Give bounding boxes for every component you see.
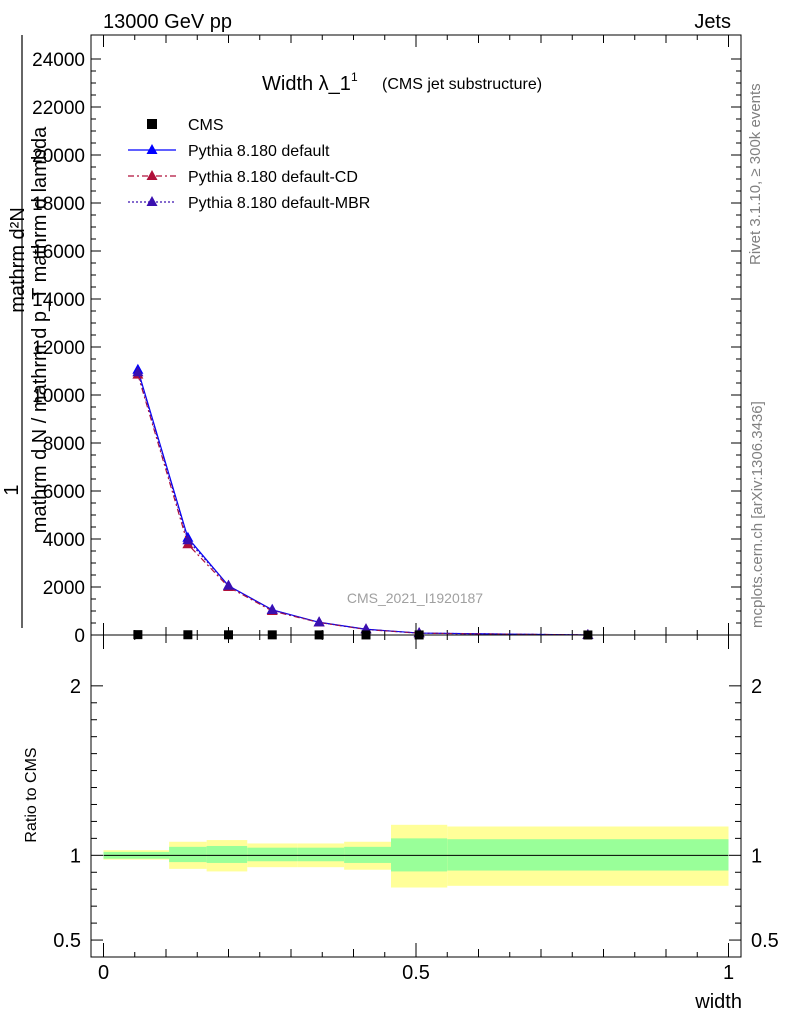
y-label-denominator: mathrm d N / mathrm d p_T mathrm d lambd… (29, 126, 51, 533)
ratio-inner-band (297, 847, 345, 862)
ratio-y-tick-label: 2 (70, 676, 81, 698)
ratio-y-tick-label-right: 1 (751, 845, 762, 867)
main-y-label: mathrm d²N 1 mathrm d N / mathrm d p_T m… (1, 35, 51, 628)
ratio-inner-band (206, 845, 248, 863)
y-tick-label: 18000 (32, 194, 85, 215)
x-tick-label: 0 (98, 962, 109, 984)
y-tick-label: 14000 (32, 290, 85, 311)
y-tick-label: 0 (74, 626, 85, 647)
plot-title: Width λ_11 (262, 70, 358, 95)
y-tick-label: 20000 (32, 146, 85, 167)
plot-title-sup: 1 (351, 70, 358, 84)
header-left: 13000 GeV pp (103, 11, 232, 33)
ratio-inner-band (169, 846, 207, 863)
y-tick-label: 16000 (32, 242, 85, 263)
x-tick-label: 0.5 (402, 962, 430, 984)
legend: CMS Pythia 8.180 default Pythia 8.180 defa… (128, 117, 370, 212)
series-marker (132, 366, 144, 377)
series-marker (266, 604, 278, 615)
y-tick-label: 6000 (43, 482, 85, 503)
analysis-watermark: CMS_2021_I1920187 (347, 590, 483, 606)
series-line (137, 372, 588, 636)
series-line (137, 374, 588, 636)
plot-subtitle: (CMS jet substructure) (382, 76, 542, 93)
y-tick-label: 4000 (43, 530, 85, 551)
ratio-inner-band (247, 847, 298, 862)
legend-marker (146, 170, 158, 180)
x-tick-label: 1 (723, 962, 734, 984)
y-label-top: mathrm d²N (7, 207, 29, 313)
legend-marker (146, 144, 158, 154)
ratio-y-label: Ratio to CMS (23, 747, 40, 842)
y-tick-label: 22000 (32, 98, 85, 119)
ratio-x-ticks: 0 0.5 1 (98, 635, 734, 984)
y-tick-label: 24000 (32, 50, 85, 71)
series-marker (182, 534, 194, 545)
series-marker (313, 616, 325, 627)
ratio-y-tick-label: 0.5 (53, 930, 81, 952)
ratio-y-tick-label-right: 2 (751, 676, 762, 698)
y-tick-label: 10000 (32, 386, 85, 407)
mcplots-label: mcplots.cern.ch [arXiv:1306.3436] (749, 401, 766, 628)
y-tick-label: 2000 (43, 578, 85, 599)
legend-label: Pythia 8.180 default-MBR (188, 195, 370, 212)
ratio-bands (103, 824, 729, 888)
legend-marker (147, 119, 157, 129)
rivet-label: Rivet 3.1.10, ≥ 300k events (747, 83, 764, 265)
main-plot: 0 2000 4000 6000 8000 10000 12000 14000 16000 180… (1, 34, 742, 647)
x-axis-label: width (694, 991, 742, 1013)
legend-label: Pythia 8.180 default-CD (188, 169, 358, 186)
ratio-plot-frame (90, 634, 742, 958)
header-right: Jets (694, 11, 731, 33)
legend-label: Pythia 8.180 default (188, 143, 330, 160)
series-marker (223, 579, 234, 590)
legend-marker (146, 196, 158, 206)
y-label-numerator: 1 (1, 484, 23, 495)
plot-title-main: Width λ_1 (262, 73, 351, 95)
ratio-y-tick-label-right: 0.5 (751, 930, 779, 952)
main-y-ticks: 0 2000 4000 6000 8000 10000 12000 14000 16000 180… (32, 50, 741, 647)
ratio-plot: 0.5 0.51 12 2 0 0.5 1 Ratio to CMS width (23, 634, 779, 1013)
ratio-y-ticks: 0.5 0.5 1 1 2 2 (53, 676, 779, 952)
ratio-y-tick-label: 1 (70, 845, 81, 867)
y-tick-label: 12000 (32, 338, 85, 359)
y-tick-label: 8000 (43, 434, 85, 455)
legend-label: CMS (188, 117, 224, 134)
